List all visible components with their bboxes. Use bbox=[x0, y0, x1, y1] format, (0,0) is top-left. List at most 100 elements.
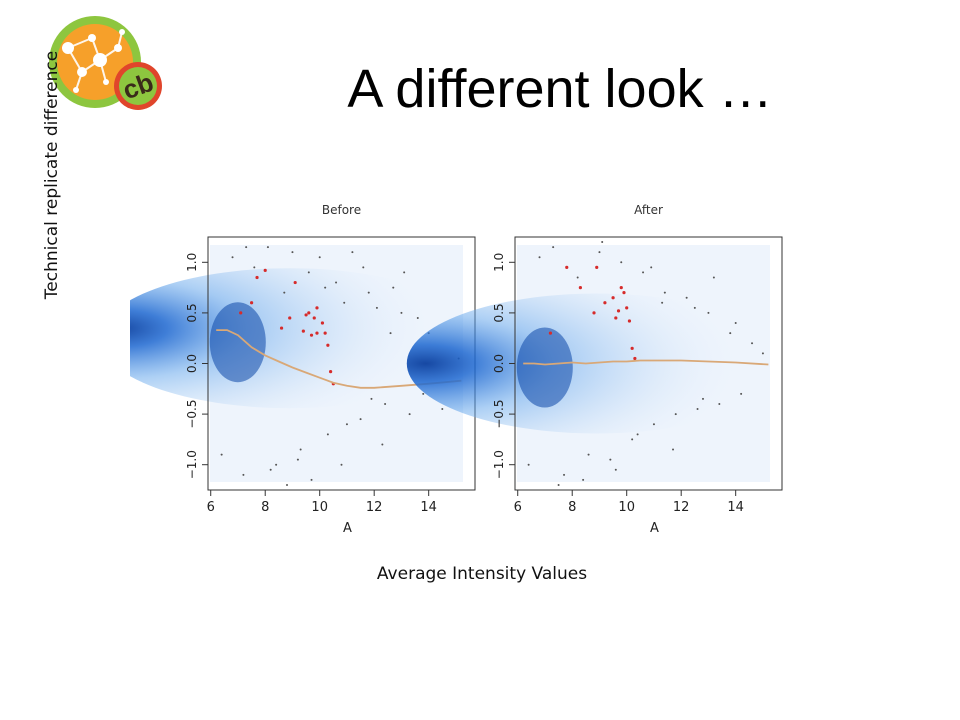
scatter-point bbox=[367, 291, 370, 294]
outlier-point bbox=[309, 333, 314, 337]
scatter-point bbox=[672, 448, 675, 451]
scatter-point bbox=[375, 306, 378, 309]
x-tick-label: 14 bbox=[727, 500, 744, 515]
scatter-point bbox=[552, 246, 555, 249]
scatter-point bbox=[370, 397, 373, 400]
scatter-point bbox=[761, 352, 764, 355]
trend-line bbox=[216, 329, 462, 389]
ma-plot-figure: Before 6 8 10 12 14 A −1.0 −0.5 0.0 0.5 1.0 After 6 8… bbox=[130, 203, 787, 536]
scatter-point bbox=[307, 271, 310, 274]
y-tick-label: 0.0 bbox=[185, 354, 199, 373]
network-logo-icon: cb bbox=[49, 16, 162, 110]
scatter-point bbox=[441, 408, 444, 411]
after-panel: After 6 8 10 12 14 A −1.0 −0.5 0.0 0.5 1.0 bbox=[406, 203, 787, 536]
outlier-point bbox=[633, 356, 637, 361]
panel-title: After bbox=[634, 203, 663, 217]
scatter-point bbox=[707, 311, 710, 314]
x-tick-label: 14 bbox=[420, 500, 437, 515]
scatter-point bbox=[685, 296, 688, 299]
scatter-point bbox=[661, 301, 664, 304]
scatter-point bbox=[696, 408, 699, 411]
outlier-point bbox=[279, 326, 284, 330]
outlier-point bbox=[603, 301, 607, 305]
x-tick-label: 6 bbox=[514, 500, 522, 515]
x-tick-label: 6 bbox=[207, 500, 215, 515]
scatter-point bbox=[299, 448, 302, 451]
scatter-point bbox=[631, 438, 634, 441]
scatter-point bbox=[527, 463, 530, 466]
outlier-point bbox=[548, 331, 553, 335]
outlier-point bbox=[320, 321, 325, 325]
scatter-point bbox=[652, 423, 655, 426]
x-tick-label: 12 bbox=[366, 500, 383, 515]
y-tick-label: 1.0 bbox=[492, 253, 506, 272]
outlier-point bbox=[619, 286, 623, 290]
scatter-point bbox=[582, 478, 585, 481]
scatter-point bbox=[253, 266, 256, 269]
x-axis-caption: Average Intensity Values bbox=[376, 564, 588, 584]
scatter-point bbox=[642, 271, 645, 274]
outlier-point bbox=[622, 291, 626, 295]
x-axis-label: A bbox=[343, 521, 352, 536]
outlier-point bbox=[614, 316, 618, 320]
scatter-point bbox=[734, 322, 737, 325]
y-tick-label: −1.0 bbox=[492, 450, 506, 479]
scatter-point bbox=[266, 246, 269, 249]
scatter-point bbox=[242, 473, 245, 476]
scatter-point bbox=[340, 463, 343, 466]
scatter-point bbox=[729, 332, 732, 335]
density-cloud bbox=[130, 268, 480, 409]
outlier-point bbox=[616, 309, 621, 313]
scatter-point bbox=[416, 316, 419, 319]
scatter-point bbox=[220, 453, 223, 456]
x-tick-label: 10 bbox=[618, 500, 635, 515]
scatter-point bbox=[283, 291, 286, 294]
x-tick-label: 8 bbox=[568, 500, 576, 515]
outlier-point bbox=[288, 316, 292, 320]
scatter-point bbox=[712, 276, 715, 279]
scatter-point bbox=[296, 458, 299, 461]
scatter-point bbox=[601, 241, 604, 244]
scatter-point bbox=[389, 332, 392, 335]
x-tick-label: 10 bbox=[311, 500, 328, 515]
outlier-point bbox=[293, 280, 297, 285]
x-tick-label: 8 bbox=[261, 500, 269, 515]
scatter-point bbox=[557, 483, 560, 486]
outlier-point bbox=[307, 311, 311, 315]
y-axis-caption: Technical replicate difference bbox=[42, 50, 62, 300]
scatter-point bbox=[345, 423, 348, 426]
scatter-point bbox=[324, 286, 327, 289]
x-axis-label: A bbox=[650, 521, 659, 536]
scatter-point bbox=[362, 266, 365, 269]
scatter-point bbox=[269, 468, 272, 471]
scatter-point bbox=[718, 402, 721, 405]
density-core bbox=[516, 327, 573, 408]
y-tick-label: −1.0 bbox=[185, 450, 199, 479]
scatter-point bbox=[598, 251, 601, 254]
scatter-point bbox=[381, 443, 384, 446]
scatter-point bbox=[275, 463, 278, 466]
y-tick-label: −0.5 bbox=[185, 400, 199, 429]
outlier-point bbox=[315, 331, 319, 335]
scatter-point bbox=[335, 281, 338, 284]
panel-title: Before bbox=[322, 203, 361, 217]
scatter-point bbox=[609, 458, 612, 461]
scatter-point bbox=[392, 286, 395, 289]
outlier-point bbox=[592, 311, 596, 315]
scatter-point bbox=[563, 473, 566, 476]
outlier-point bbox=[239, 311, 243, 315]
outlier-point bbox=[312, 316, 316, 320]
scatter-point bbox=[245, 246, 248, 249]
y-tick-label: 0.5 bbox=[492, 303, 506, 322]
scatter-point bbox=[231, 256, 234, 259]
y-tick-label: 0.0 bbox=[492, 354, 506, 373]
scatter-point bbox=[359, 418, 362, 421]
outlier-point bbox=[329, 369, 333, 374]
outlier-point bbox=[625, 306, 629, 310]
scatter-point bbox=[326, 433, 329, 436]
outlier-point bbox=[301, 329, 305, 333]
outlier-point bbox=[304, 313, 308, 317]
outlier-point bbox=[255, 275, 259, 280]
scatter-point bbox=[701, 397, 704, 400]
scatter-point bbox=[384, 402, 387, 405]
